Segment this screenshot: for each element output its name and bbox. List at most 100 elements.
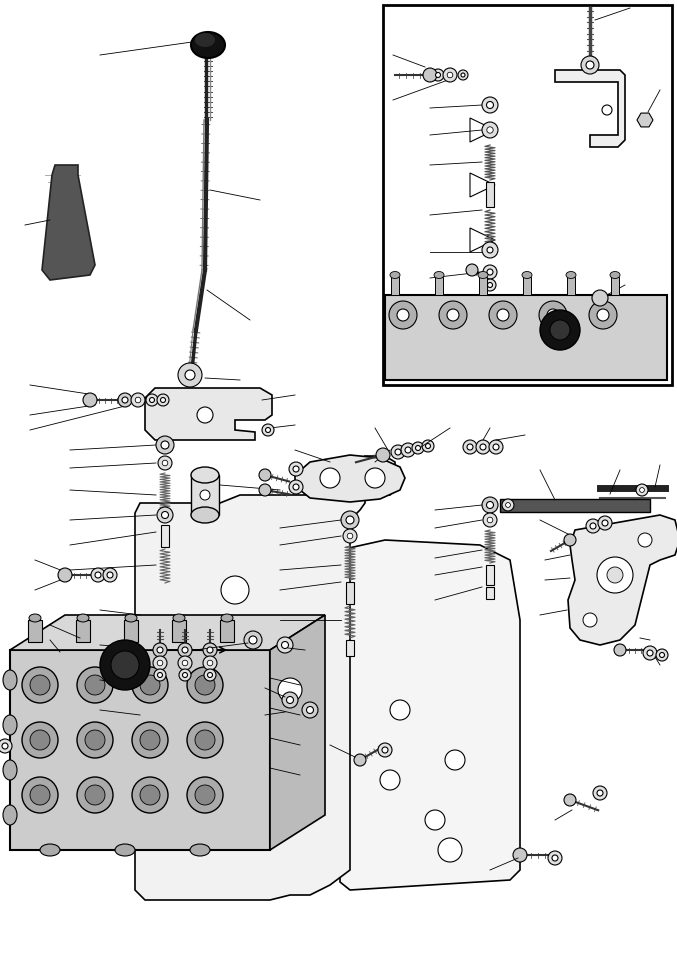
Circle shape <box>282 641 288 649</box>
Bar <box>346 640 354 656</box>
Circle shape <box>438 838 462 862</box>
Circle shape <box>341 511 359 529</box>
Circle shape <box>598 516 612 530</box>
Circle shape <box>289 462 303 476</box>
Circle shape <box>487 269 493 275</box>
Circle shape <box>484 279 496 291</box>
Bar <box>500 499 650 512</box>
Polygon shape <box>568 515 677 645</box>
Circle shape <box>586 61 594 69</box>
Circle shape <box>548 851 562 865</box>
Ellipse shape <box>3 805 17 825</box>
Circle shape <box>111 651 139 679</box>
Circle shape <box>77 667 113 703</box>
Circle shape <box>197 407 213 423</box>
Circle shape <box>405 447 411 453</box>
Circle shape <box>259 484 271 496</box>
Circle shape <box>307 707 313 713</box>
Circle shape <box>95 572 101 578</box>
Circle shape <box>445 750 465 770</box>
Circle shape <box>647 650 653 656</box>
Bar <box>486 587 494 599</box>
Circle shape <box>423 68 437 82</box>
Circle shape <box>132 667 168 703</box>
Circle shape <box>178 656 192 670</box>
Bar <box>191 475 219 515</box>
Polygon shape <box>555 70 625 147</box>
Bar <box>486 565 494 585</box>
Circle shape <box>293 466 299 472</box>
Circle shape <box>425 810 445 830</box>
Circle shape <box>132 722 168 758</box>
Circle shape <box>382 747 388 753</box>
Ellipse shape <box>195 33 215 47</box>
Circle shape <box>412 442 424 454</box>
Circle shape <box>380 770 400 790</box>
Circle shape <box>203 643 217 657</box>
Circle shape <box>395 449 401 455</box>
Circle shape <box>439 301 467 329</box>
Circle shape <box>103 568 117 582</box>
Circle shape <box>157 647 163 653</box>
Bar <box>486 182 494 207</box>
Circle shape <box>0 739 12 753</box>
Circle shape <box>480 444 486 450</box>
Circle shape <box>107 572 113 578</box>
Bar <box>611 277 619 295</box>
Circle shape <box>602 105 612 115</box>
Polygon shape <box>637 113 653 127</box>
Circle shape <box>160 397 165 402</box>
Circle shape <box>583 613 597 627</box>
Ellipse shape <box>40 844 60 856</box>
Circle shape <box>482 122 498 138</box>
Circle shape <box>378 743 392 757</box>
Circle shape <box>614 644 626 656</box>
Circle shape <box>22 722 58 758</box>
Circle shape <box>489 301 517 329</box>
Bar <box>385 295 667 380</box>
Circle shape <box>461 73 465 77</box>
Ellipse shape <box>221 614 233 622</box>
Circle shape <box>100 640 150 690</box>
Circle shape <box>539 301 567 329</box>
Circle shape <box>259 469 271 481</box>
Circle shape <box>135 397 141 403</box>
Circle shape <box>2 743 8 749</box>
Circle shape <box>203 656 217 670</box>
Circle shape <box>487 282 492 287</box>
Circle shape <box>157 507 173 523</box>
Circle shape <box>390 700 410 720</box>
Circle shape <box>302 702 318 718</box>
Circle shape <box>636 484 648 496</box>
Circle shape <box>592 290 608 306</box>
Ellipse shape <box>3 670 17 690</box>
Circle shape <box>513 848 527 862</box>
Circle shape <box>244 631 262 649</box>
Circle shape <box>85 730 105 750</box>
Circle shape <box>178 643 192 657</box>
Circle shape <box>140 785 160 805</box>
Circle shape <box>320 468 340 488</box>
Ellipse shape <box>191 32 225 58</box>
Circle shape <box>482 97 498 113</box>
Ellipse shape <box>566 272 576 278</box>
Polygon shape <box>285 540 520 890</box>
Polygon shape <box>42 165 95 280</box>
Circle shape <box>458 70 468 80</box>
Bar <box>435 277 443 295</box>
Circle shape <box>581 56 599 74</box>
Circle shape <box>195 675 215 695</box>
Ellipse shape <box>173 614 185 622</box>
Circle shape <box>640 488 645 492</box>
Circle shape <box>282 692 298 708</box>
Circle shape <box>289 480 303 494</box>
Circle shape <box>221 576 249 604</box>
Bar <box>567 277 575 295</box>
Circle shape <box>607 567 623 583</box>
Circle shape <box>354 754 366 766</box>
Circle shape <box>131 393 145 407</box>
Circle shape <box>346 516 354 524</box>
Circle shape <box>83 393 97 407</box>
Circle shape <box>265 427 271 433</box>
Circle shape <box>150 397 154 402</box>
